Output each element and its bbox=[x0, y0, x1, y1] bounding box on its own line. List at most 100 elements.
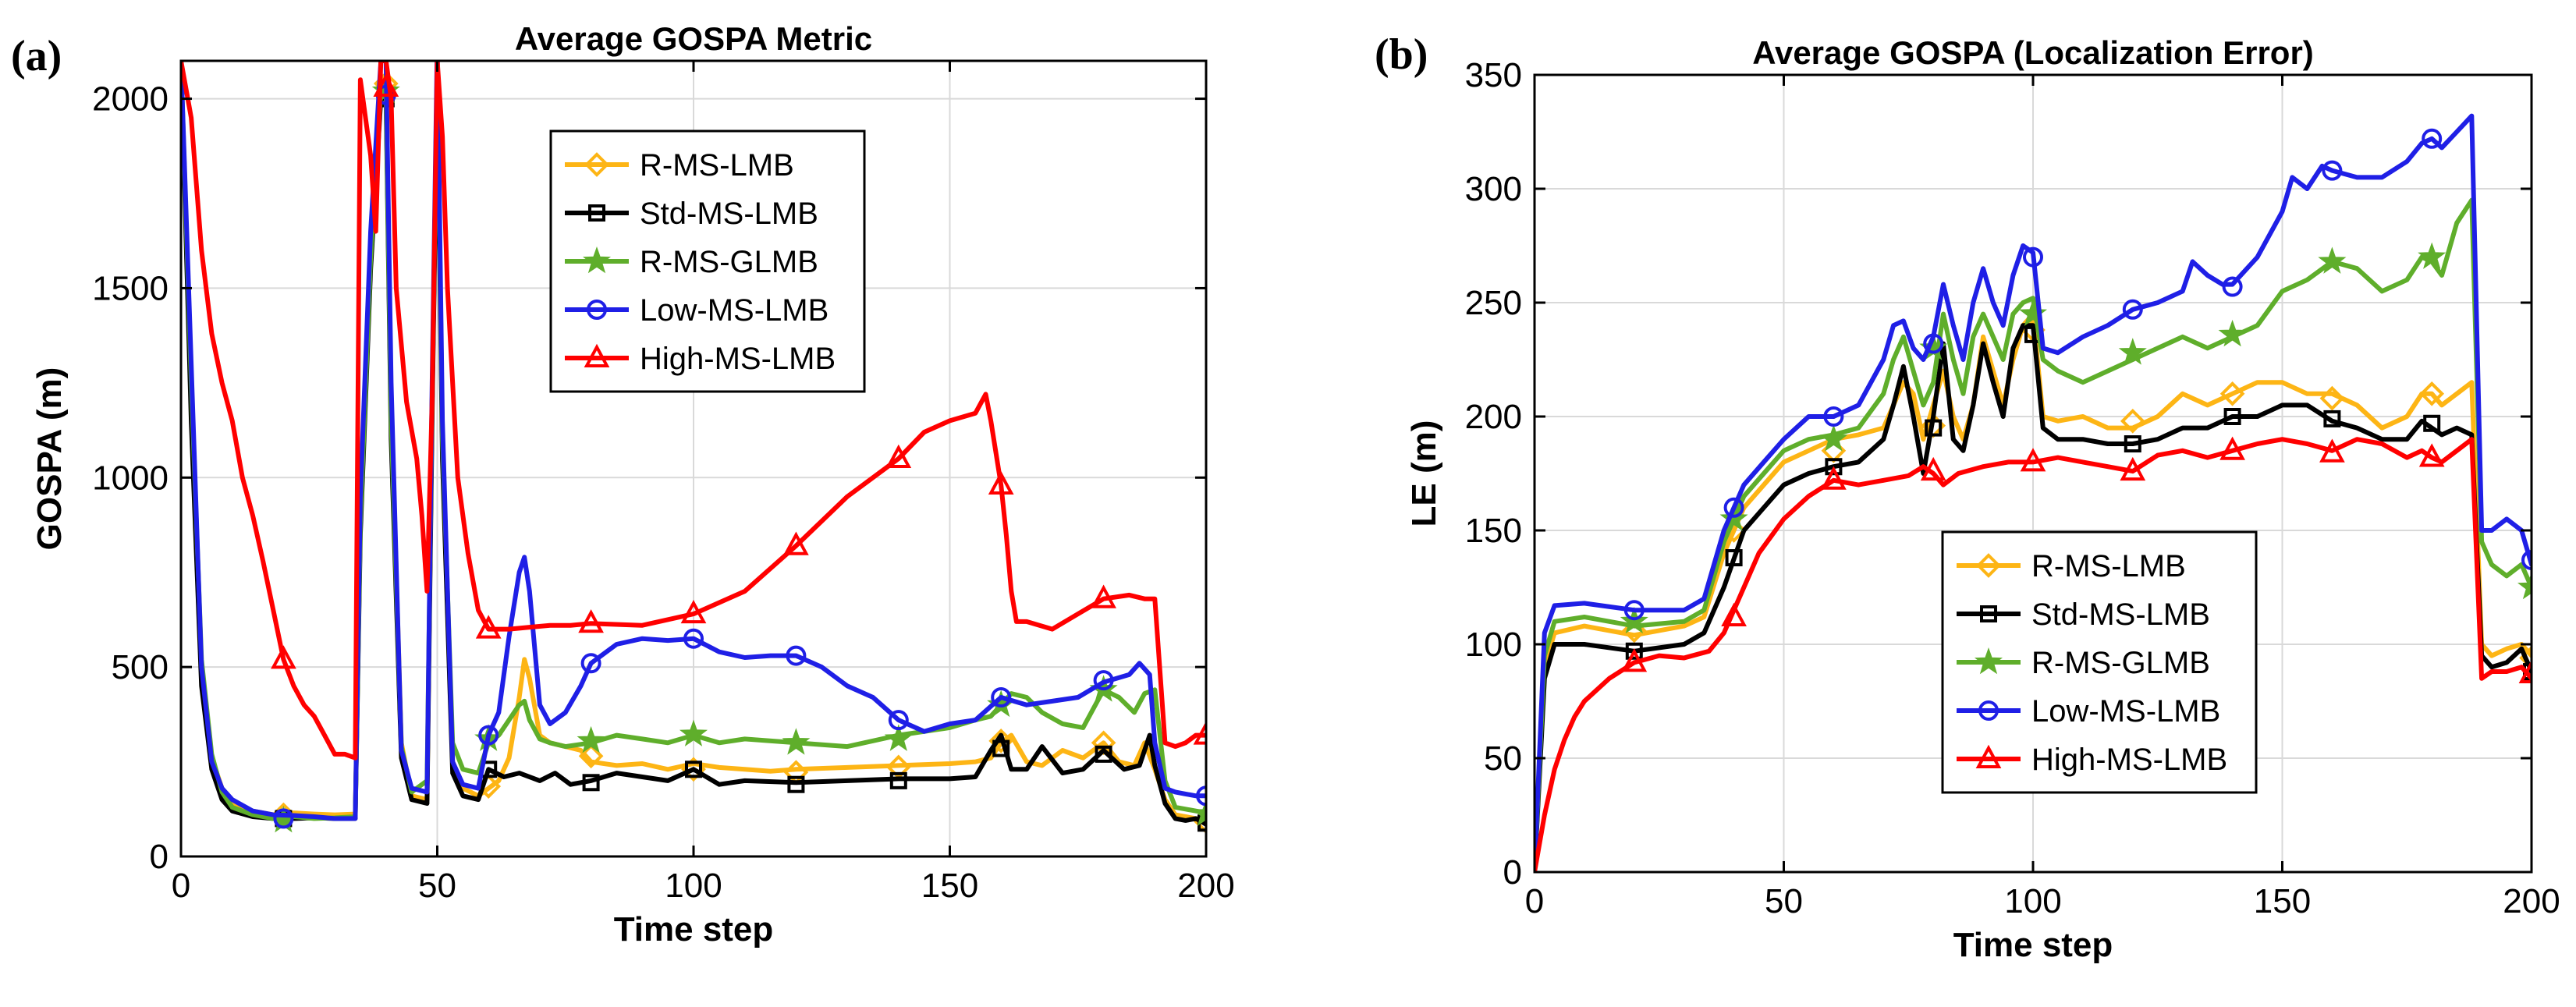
x-tick-label: 50 bbox=[1765, 882, 1803, 920]
series-group bbox=[181, 61, 1206, 835]
data-point-high-ms-lmb bbox=[783, 531, 809, 555]
data-point-high-ms-lmb bbox=[1621, 648, 1648, 672]
chart-b: (b) Average GOSPA (Localization Error) 0 50… bbox=[1375, 30, 2560, 964]
x-tick-label: 0 bbox=[172, 867, 190, 905]
data-point-r-ms-glmb bbox=[679, 719, 708, 746]
series-line-r-ms-glmb bbox=[1535, 197, 2532, 872]
data-point-low-ms-lmb bbox=[1093, 670, 1114, 691]
panel-label: (a) bbox=[11, 32, 62, 80]
data-point-high-ms-lmb bbox=[2319, 438, 2345, 463]
legend-label-r-ms-glmb: R-MS-GLMB bbox=[640, 245, 818, 279]
legend-marker-r-ms-glmb bbox=[1974, 647, 2003, 675]
data-point-std-ms-lmb bbox=[1625, 642, 1643, 660]
data-point-r-ms-glmb bbox=[2118, 338, 2147, 365]
data-point-low-ms-lmb bbox=[683, 628, 704, 649]
data-point-high-ms-lmb bbox=[373, 73, 399, 97]
legend-marker-r-ms-lmb bbox=[1976, 553, 2001, 578]
data-point-low-ms-lmb bbox=[2122, 299, 2143, 320]
series-line-high-ms-lmb bbox=[181, 61, 1206, 761]
data-point-r-ms-glmb bbox=[2517, 573, 2532, 600]
data-point-std-ms-lmb bbox=[787, 775, 805, 793]
data-point-r-ms-glmb bbox=[884, 724, 913, 751]
data-point-r-ms-lmb bbox=[2120, 409, 2145, 434]
data-point-std-ms-lmb bbox=[2223, 408, 2241, 425]
legend-marker-std-ms-lmb bbox=[588, 204, 605, 222]
legend-marker-low-ms-lmb bbox=[587, 300, 607, 320]
data-point-high-ms-lmb bbox=[1091, 584, 1116, 608]
data-point-low-ms-lmb bbox=[273, 808, 294, 829]
data-point-high-ms-lmb bbox=[680, 599, 707, 624]
data-point-std-ms-lmb bbox=[582, 774, 600, 792]
legend-label-high-ms-lmb: High-MS-LMB bbox=[640, 342, 836, 376]
data-point-low-ms-lmb bbox=[1723, 497, 1744, 518]
data-point-r-ms-lmb bbox=[2419, 381, 2445, 406]
data-point-r-ms-glmb bbox=[1819, 424, 1848, 452]
legend: R-MS-LMB Std-MS-LMB R-MS-GLMB Low-MS-LMB Hig… bbox=[549, 129, 866, 393]
data-point-low-ms-lmb bbox=[786, 645, 807, 666]
y-tick-label: 1500 bbox=[92, 269, 169, 307]
data-point-low-ms-lmb bbox=[1923, 333, 1944, 354]
series-group bbox=[1535, 113, 2532, 872]
data-point-high-ms-lmb bbox=[271, 645, 296, 669]
data-point-r-ms-glmb bbox=[1191, 799, 1206, 826]
legend-marker-r-ms-glmb bbox=[582, 246, 612, 274]
y-tick-label: 50 bbox=[1484, 739, 1522, 778]
data-point-low-ms-lmb bbox=[2023, 246, 2043, 268]
data-point-std-ms-lmb bbox=[685, 761, 702, 778]
data-point-low-ms-lmb bbox=[2222, 276, 2243, 297]
x-tick-label: 50 bbox=[418, 867, 456, 905]
data-point-low-ms-lmb bbox=[580, 653, 601, 674]
x-axis-label: Time step bbox=[1953, 926, 2113, 964]
legend-label-std-ms-lmb: Std-MS-LMB bbox=[2031, 597, 2210, 632]
data-point-std-ms-lmb bbox=[992, 739, 1010, 757]
legend-label-low-ms-lmb: Low-MS-LMB bbox=[640, 293, 829, 328]
y-tick-label: 1000 bbox=[92, 459, 169, 497]
legend-label-std-ms-lmb: Std-MS-LMB bbox=[640, 197, 818, 231]
data-point-r-ms-glmb bbox=[1719, 504, 1748, 531]
y-axis-label: LE (m) bbox=[1405, 420, 1443, 527]
data-point-high-ms-lmb bbox=[1920, 456, 1946, 481]
data-point-high-ms-lmb bbox=[2020, 448, 2046, 472]
data-point-r-ms-lmb bbox=[578, 743, 604, 769]
legend-marker-high-ms-lmb bbox=[584, 343, 610, 367]
legend-label-r-ms-lmb: R-MS-LMB bbox=[640, 148, 794, 183]
y-tick-label: 350 bbox=[1465, 56, 1522, 94]
x-tick-label: 200 bbox=[2503, 882, 2560, 920]
data-point-r-ms-glmb bbox=[2218, 319, 2247, 347]
y-tick-label: 150 bbox=[1465, 512, 1522, 550]
series-line-low-ms-lmb bbox=[181, 61, 1206, 821]
data-point-r-ms-lmb bbox=[2219, 381, 2245, 406]
data-point-high-ms-lmb bbox=[988, 470, 1014, 495]
legend-label-high-ms-lmb: High-MS-LMB bbox=[2031, 743, 2227, 777]
data-point-low-ms-lmb bbox=[1623, 600, 1645, 621]
x-tick-label: 200 bbox=[1177, 867, 1234, 905]
data-point-high-ms-lmb bbox=[2120, 456, 2146, 481]
y-axis-label: GOSPA (m) bbox=[30, 367, 69, 551]
data-point-high-ms-lmb bbox=[1821, 466, 1847, 490]
data-point-high-ms-lmb bbox=[2518, 659, 2532, 683]
data-point-std-ms-lmb bbox=[1095, 745, 1112, 763]
legend-marker-std-ms-lmb bbox=[1980, 605, 1997, 622]
data-point-low-ms-lmb bbox=[2422, 128, 2443, 149]
data-point-r-ms-lmb bbox=[988, 729, 1014, 753]
data-point-low-ms-lmb bbox=[888, 710, 909, 731]
data-point-r-ms-glmb bbox=[2418, 242, 2446, 269]
data-point-std-ms-lmb bbox=[2323, 410, 2341, 427]
y-tick-label: 250 bbox=[1465, 284, 1522, 322]
data-point-high-ms-lmb bbox=[2418, 443, 2445, 467]
legend-label-low-ms-lmb: Low-MS-LMB bbox=[2031, 694, 2220, 729]
legend-label-r-ms-lmb: R-MS-LMB bbox=[2031, 549, 2186, 583]
chart-title: Average GOSPA Metric bbox=[515, 20, 872, 57]
data-point-low-ms-lmb bbox=[478, 725, 499, 746]
x-tick-label: 150 bbox=[2254, 882, 2311, 920]
data-point-low-ms-lmb bbox=[1823, 406, 1844, 427]
legend-marker-r-ms-lmb bbox=[584, 152, 609, 177]
data-point-std-ms-lmb bbox=[889, 771, 907, 789]
y-tick-label: 100 bbox=[1465, 626, 1522, 664]
series-line-low-ms-lmb bbox=[1535, 113, 2532, 872]
data-point-high-ms-lmb bbox=[885, 444, 912, 468]
data-point-low-ms-lmb bbox=[2322, 160, 2343, 181]
x-tick-label: 150 bbox=[921, 867, 978, 905]
